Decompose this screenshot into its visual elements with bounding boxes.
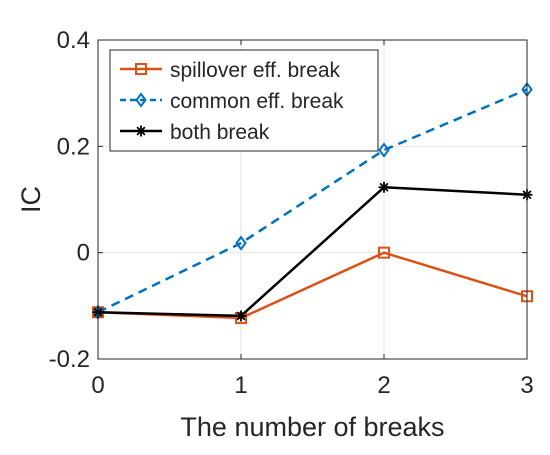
series-0	[92, 246, 533, 325]
legend-label: both break	[170, 121, 270, 144]
legend: spillover eff. break common eff. break bot…	[109, 49, 379, 152]
tick-layer: 0 1 2 3-0.200.20.4	[49, 27, 534, 399]
x-tick-label: 2	[377, 372, 390, 399]
series-2	[92, 181, 533, 322]
legend-item: common eff. break	[120, 90, 344, 113]
plot-area-frame	[97, 39, 528, 360]
y-tick-label: 0.2	[57, 133, 90, 160]
series-line	[97, 88, 528, 314]
asterisk-stroke	[379, 182, 389, 192]
x-tick-label: 3	[520, 372, 533, 399]
y-axis-label: IC	[16, 186, 46, 213]
legend-label: spillover eff. break	[170, 59, 341, 82]
x-tick-label: 1	[234, 372, 247, 399]
legend-marker	[135, 125, 147, 137]
series-line	[97, 251, 528, 320]
legend-item: spillover eff. break	[120, 59, 341, 82]
data-point-marker	[378, 142, 390, 158]
y-tick-label: -0.2	[49, 346, 90, 373]
data-point-marker	[235, 310, 247, 322]
data-point-marker	[378, 246, 390, 259]
x-axis-label: The number of breaks	[180, 412, 444, 442]
data-point-marker	[378, 181, 390, 193]
y-tick-label: 0	[77, 240, 90, 267]
y-tick-label: 0.4	[57, 27, 90, 54]
legend-item: both break	[120, 121, 270, 144]
x-tick-label: 0	[91, 372, 104, 399]
legend-label: common eff. break	[170, 90, 344, 113]
asterisk-stroke	[136, 126, 146, 136]
data-point-marker	[235, 235, 247, 251]
asterisk-stroke	[236, 311, 246, 321]
legend-marker	[135, 63, 147, 75]
series-line	[97, 186, 528, 318]
legend-marker	[135, 92, 147, 108]
